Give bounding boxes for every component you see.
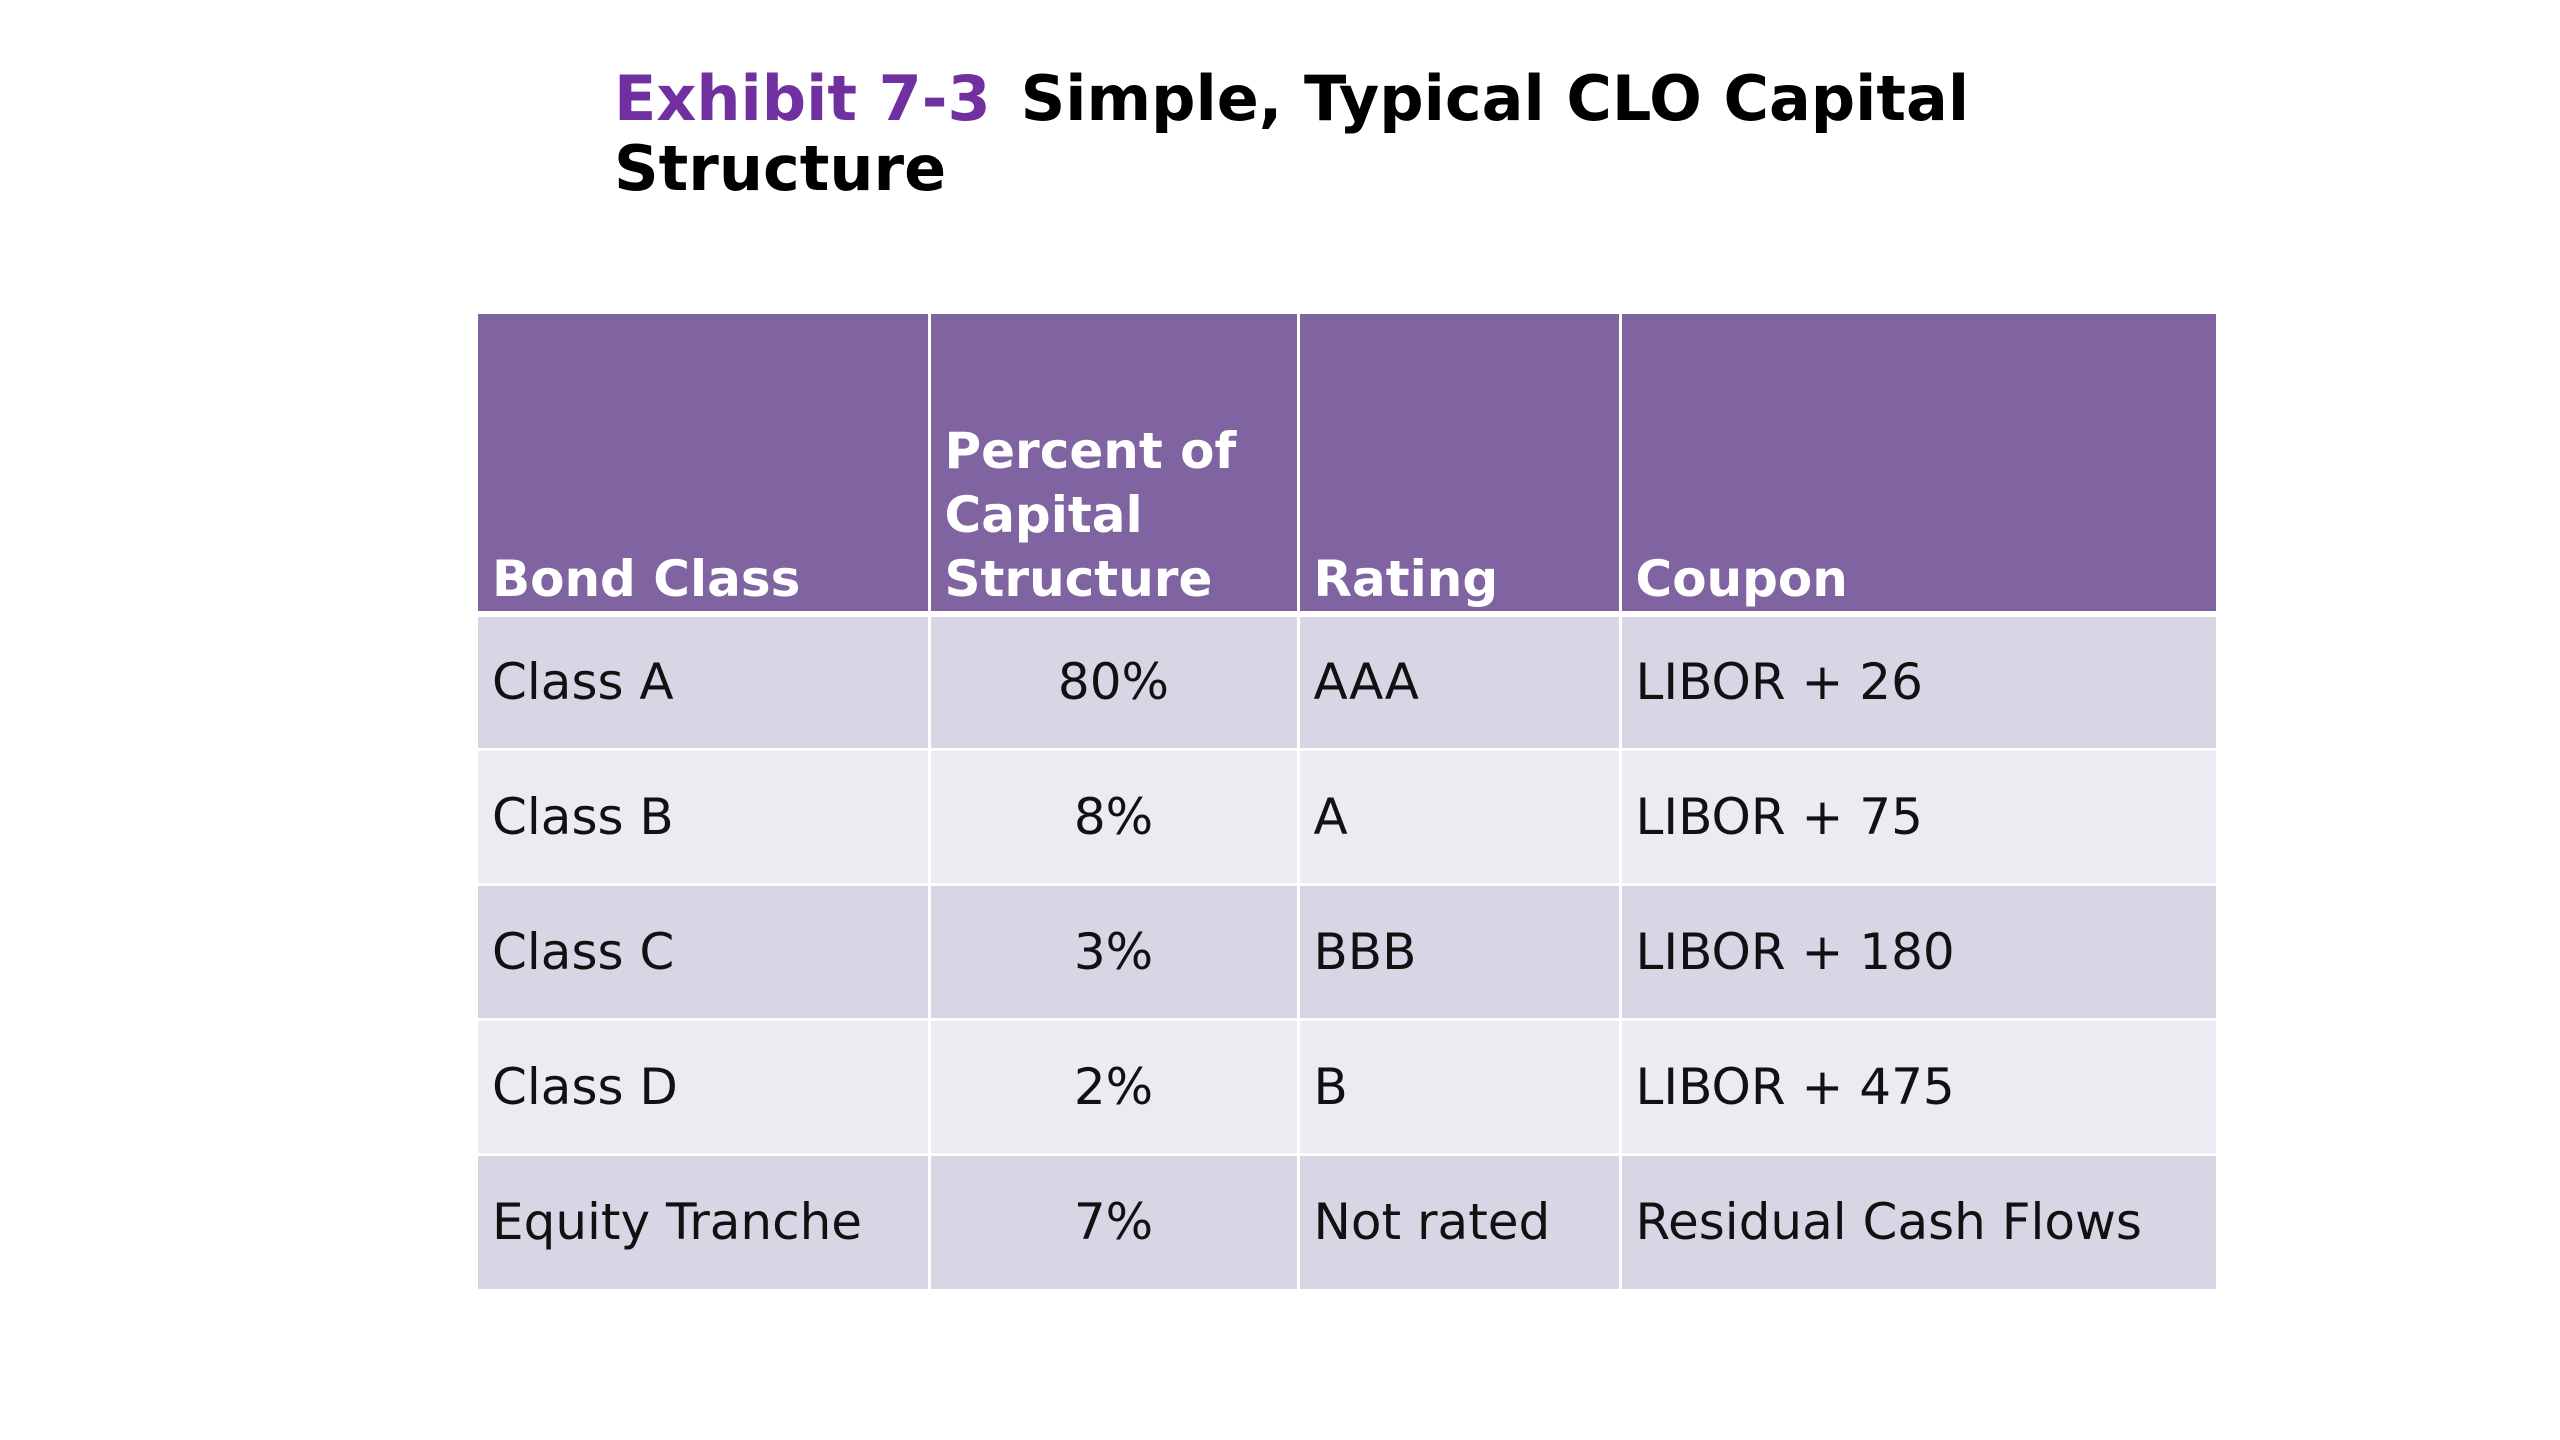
cell-coupon: LIBOR + 475 — [1618, 1017, 2216, 1154]
cell-rating: Not rated — [1296, 1152, 1620, 1289]
table-row: Class B 8% A LIBOR + 75 — [478, 747, 2216, 884]
cell-percent: 3% — [927, 882, 1298, 1019]
cell-bond-class: Class A — [478, 612, 929, 749]
cell-coupon: Residual Cash Flows — [1618, 1152, 2216, 1289]
cell-percent: 8% — [927, 747, 1298, 884]
cell-bond-class: Class B — [478, 747, 929, 884]
cell-rating: AAA — [1296, 612, 1620, 749]
exhibit-title: Exhibit 7-3 Simple, Typical CLO Capital S… — [614, 64, 2114, 204]
header-coupon: Coupon — [1618, 314, 2216, 617]
cell-coupon: LIBOR + 26 — [1618, 612, 2216, 749]
table-row: Equity Tranche 7% Not rated Residual Cas… — [478, 1152, 2216, 1289]
cell-percent: 2% — [927, 1017, 1298, 1154]
header-rating: Rating — [1296, 314, 1620, 617]
table-row: Class A 80% AAA LIBOR + 26 — [478, 612, 2216, 749]
cell-bond-class: Class C — [478, 882, 929, 1019]
header-percent-of-capital-structure: Percent of Capital Structure — [927, 314, 1298, 617]
header-bond-class: Bond Class — [478, 314, 929, 617]
exhibit-label: Exhibit 7-3 — [614, 62, 991, 135]
cell-bond-class: Class D — [478, 1017, 929, 1154]
cell-coupon: LIBOR + 180 — [1618, 882, 2216, 1019]
clo-capital-structure-table: Bond Class Percent of Capital Structure … — [478, 314, 2216, 1289]
cell-rating: A — [1296, 747, 1620, 884]
table-row: Class D 2% B LIBOR + 475 — [478, 1017, 2216, 1154]
cell-rating: B — [1296, 1017, 1620, 1154]
cell-percent: 80% — [927, 612, 1298, 749]
table-header-row: Bond Class Percent of Capital Structure … — [478, 314, 2216, 617]
cell-percent: 7% — [927, 1152, 1298, 1289]
table-row: Class C 3% BBB LIBOR + 180 — [478, 882, 2216, 1019]
cell-bond-class: Equity Tranche — [478, 1152, 929, 1289]
exhibit-title-text: Simple, Typical CLO Capital Structure — [614, 62, 1970, 205]
cell-rating: BBB — [1296, 882, 1620, 1019]
cell-coupon: LIBOR + 75 — [1618, 747, 2216, 884]
